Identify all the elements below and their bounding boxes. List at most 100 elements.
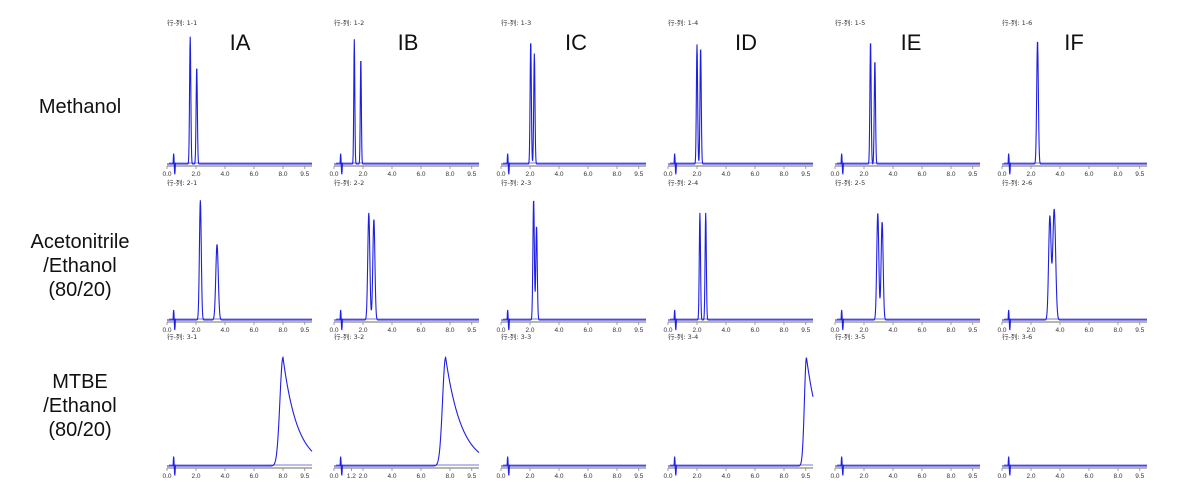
panel-id-label: 行-列: 3-5 — [835, 332, 865, 341]
x-tick-label: 4.0 — [220, 473, 229, 480]
x-tick-label: 4.0 — [721, 473, 730, 480]
panel-id-label: 行-列: 3-3 — [501, 332, 531, 341]
panel-id-label: 行-列: 2-6 — [1002, 178, 1032, 187]
chromatogram-panel: 行-列: 1-2 0.0 2.0 4.0 6.0 8.0 9.5 — [329, 18, 479, 178]
x-tick-label: 0.0 — [830, 171, 839, 178]
chromatogram-panel: 行-列: 3-3 0.0 2.0 4.0 6.0 8.0 9.5 — [496, 332, 646, 480]
x-tick-label: 0.0 — [496, 473, 505, 480]
trace-line — [835, 213, 980, 331]
x-tick-label: 2.0 — [525, 171, 534, 178]
chromatogram-panel: 行-列: 2-3 0.0 2.0 4.0 6.0 8.0 9.5 — [496, 178, 646, 334]
x-tick-label: 8.0 — [946, 327, 955, 334]
x-tick-label: 9.5 — [467, 473, 476, 480]
chromatogram-panel: 行-列: 3-4 0.0 2.0 4.0 6.0 8.0 9.5 — [663, 332, 814, 480]
chromatogram-panel: 行-列: 1-1 0.0 2.0 4.0 6.0 8.0 9.5 — [162, 18, 312, 178]
trace-line — [1002, 456, 1147, 476]
x-tick-label: 6.0 — [1084, 327, 1093, 334]
trace-line — [167, 355, 313, 476]
x-tick-label: 6.0 — [917, 327, 926, 334]
x-tick-label: 4.0 — [888, 473, 897, 480]
x-tick-label: 9.5 — [968, 171, 977, 178]
trace-line — [835, 43, 980, 175]
x-tick-label: 2.0 — [692, 327, 701, 334]
x-tick-label: 9.5 — [968, 327, 977, 334]
x-tick-label: 4.0 — [1055, 171, 1064, 178]
x-tick-label: 9.5 — [634, 171, 643, 178]
x-tick-label: 8.0 — [612, 327, 621, 334]
x-tick-label: 2.0 — [191, 327, 200, 334]
panel-id-label: 行-列: 3-4 — [668, 332, 698, 341]
x-tick-label: 4.0 — [554, 473, 563, 480]
trace-line — [835, 456, 980, 476]
x-tick-label: 9.5 — [1135, 327, 1144, 334]
x-tick-label: 8.0 — [445, 327, 454, 334]
x-tick-label: 4.0 — [721, 327, 730, 334]
x-tick-label: 8.0 — [445, 171, 454, 178]
x-tick-label: 0.0 — [329, 473, 338, 480]
panel-id-label: 行-列: 1-5 — [835, 18, 865, 27]
panel-id-label: 行-列: 1-6 — [1002, 18, 1032, 27]
trace-line — [167, 200, 312, 331]
x-tick-label: 6.0 — [750, 327, 759, 334]
panel-id-label: 行-列: 3-1 — [167, 332, 197, 341]
x-tick-label: 4.0 — [1055, 473, 1064, 480]
x-tick-label: 8.0 — [946, 171, 955, 178]
column-header-ia: IA — [229, 30, 251, 55]
panel-id-label: 行-列: 3-2 — [334, 332, 364, 341]
x-tick-label: 6.0 — [416, 473, 425, 480]
chromatogram-panel: 行-列: 2-6 0.0 2.0 4.0 6.0 8.0 9.5 — [997, 178, 1147, 334]
x-tick-label: 4.0 — [387, 473, 396, 480]
chromatogram-panel: 行-列: 2-2 0.0 2.0 4.0 6.0 8.0 9.5 — [329, 178, 479, 334]
panel-id-label: 行-列: 3-6 — [1002, 332, 1032, 341]
x-tick-label: 6.0 — [416, 327, 425, 334]
x-tick-label: 9.5 — [300, 327, 309, 334]
x-tick-label: 4.0 — [554, 327, 563, 334]
x-tick-label: 9.5 — [1135, 473, 1144, 480]
x-tick-label: 2.0 — [358, 171, 367, 178]
x-tick-label: 0.0 — [496, 327, 505, 334]
x-tick-label: 2.0 — [859, 327, 868, 334]
x-tick-label: 9.5 — [300, 473, 309, 480]
x-tick-label: 0.0 — [663, 473, 672, 480]
x-tick-label: 2.0 — [191, 171, 200, 178]
column-header-if: IF — [1064, 30, 1084, 55]
trace-line — [334, 355, 480, 476]
trace-line — [334, 212, 479, 331]
x-tick-label: 6.0 — [1084, 473, 1093, 480]
x-tick-label: 8.0 — [1113, 171, 1122, 178]
x-tick-label: 6.0 — [249, 327, 258, 334]
x-tick-label: 4.0 — [220, 171, 229, 178]
x-tick-label: 0.0 — [830, 473, 839, 480]
x-tick-label: 2.0 — [525, 473, 534, 480]
chromatogram-panel: 行-列: 1-3 0.0 2.0 4.0 6.0 8.0 9.5 — [496, 18, 646, 178]
x-tick-label: 6.0 — [583, 171, 592, 178]
panel-id-label: 行-列: 2-5 — [835, 178, 865, 187]
chromatogram-panel: 行-列: 3-2 0.0 1.2 2.0 4.0 6.0 8.0 9.5 — [329, 332, 480, 480]
chromatogram-panel: 行-列: 1-6 0.0 2.0 4.0 6.0 8.0 9.5 — [997, 18, 1147, 178]
panel-id-label: 行-列: 1-2 — [334, 18, 364, 27]
x-tick-label: 9.5 — [634, 473, 643, 480]
chromatogram-panel: 行-列: 3-5 0.0 2.0 4.0 6.0 8.0 9.5 — [830, 332, 980, 480]
x-tick-label: 4.0 — [387, 171, 396, 178]
x-tick-label: 9.5 — [634, 327, 643, 334]
panel-id-label: 行-列: 1-3 — [501, 18, 531, 27]
x-tick-label: 9.5 — [300, 171, 309, 178]
x-tick-label: 6.0 — [917, 171, 926, 178]
x-tick-label: 0.0 — [997, 327, 1006, 334]
x-tick-label: 8.0 — [278, 171, 287, 178]
x-tick-label: 0.0 — [997, 171, 1006, 178]
x-tick-label: 8.0 — [612, 473, 621, 480]
x-tick-label: 9.5 — [1135, 171, 1144, 178]
x-tick-label: 9.5 — [801, 327, 810, 334]
panel-id-label: 行-列: 1-4 — [668, 18, 698, 27]
x-tick-label: 4.0 — [888, 327, 897, 334]
row-label-methanol: Methanol — [38, 96, 122, 118]
x-tick-label: 4.0 — [387, 327, 396, 334]
x-tick-label: 6.0 — [416, 171, 425, 178]
chromatogram-panel: 行-列: 2-5 0.0 2.0 4.0 6.0 8.0 9.5 — [830, 178, 980, 334]
panel-id-label: 行-列: 2-2 — [334, 178, 364, 187]
column-header-ic: IC — [565, 30, 587, 55]
x-tick-label: 4.0 — [721, 171, 730, 178]
x-tick-label: 6.0 — [583, 473, 592, 480]
